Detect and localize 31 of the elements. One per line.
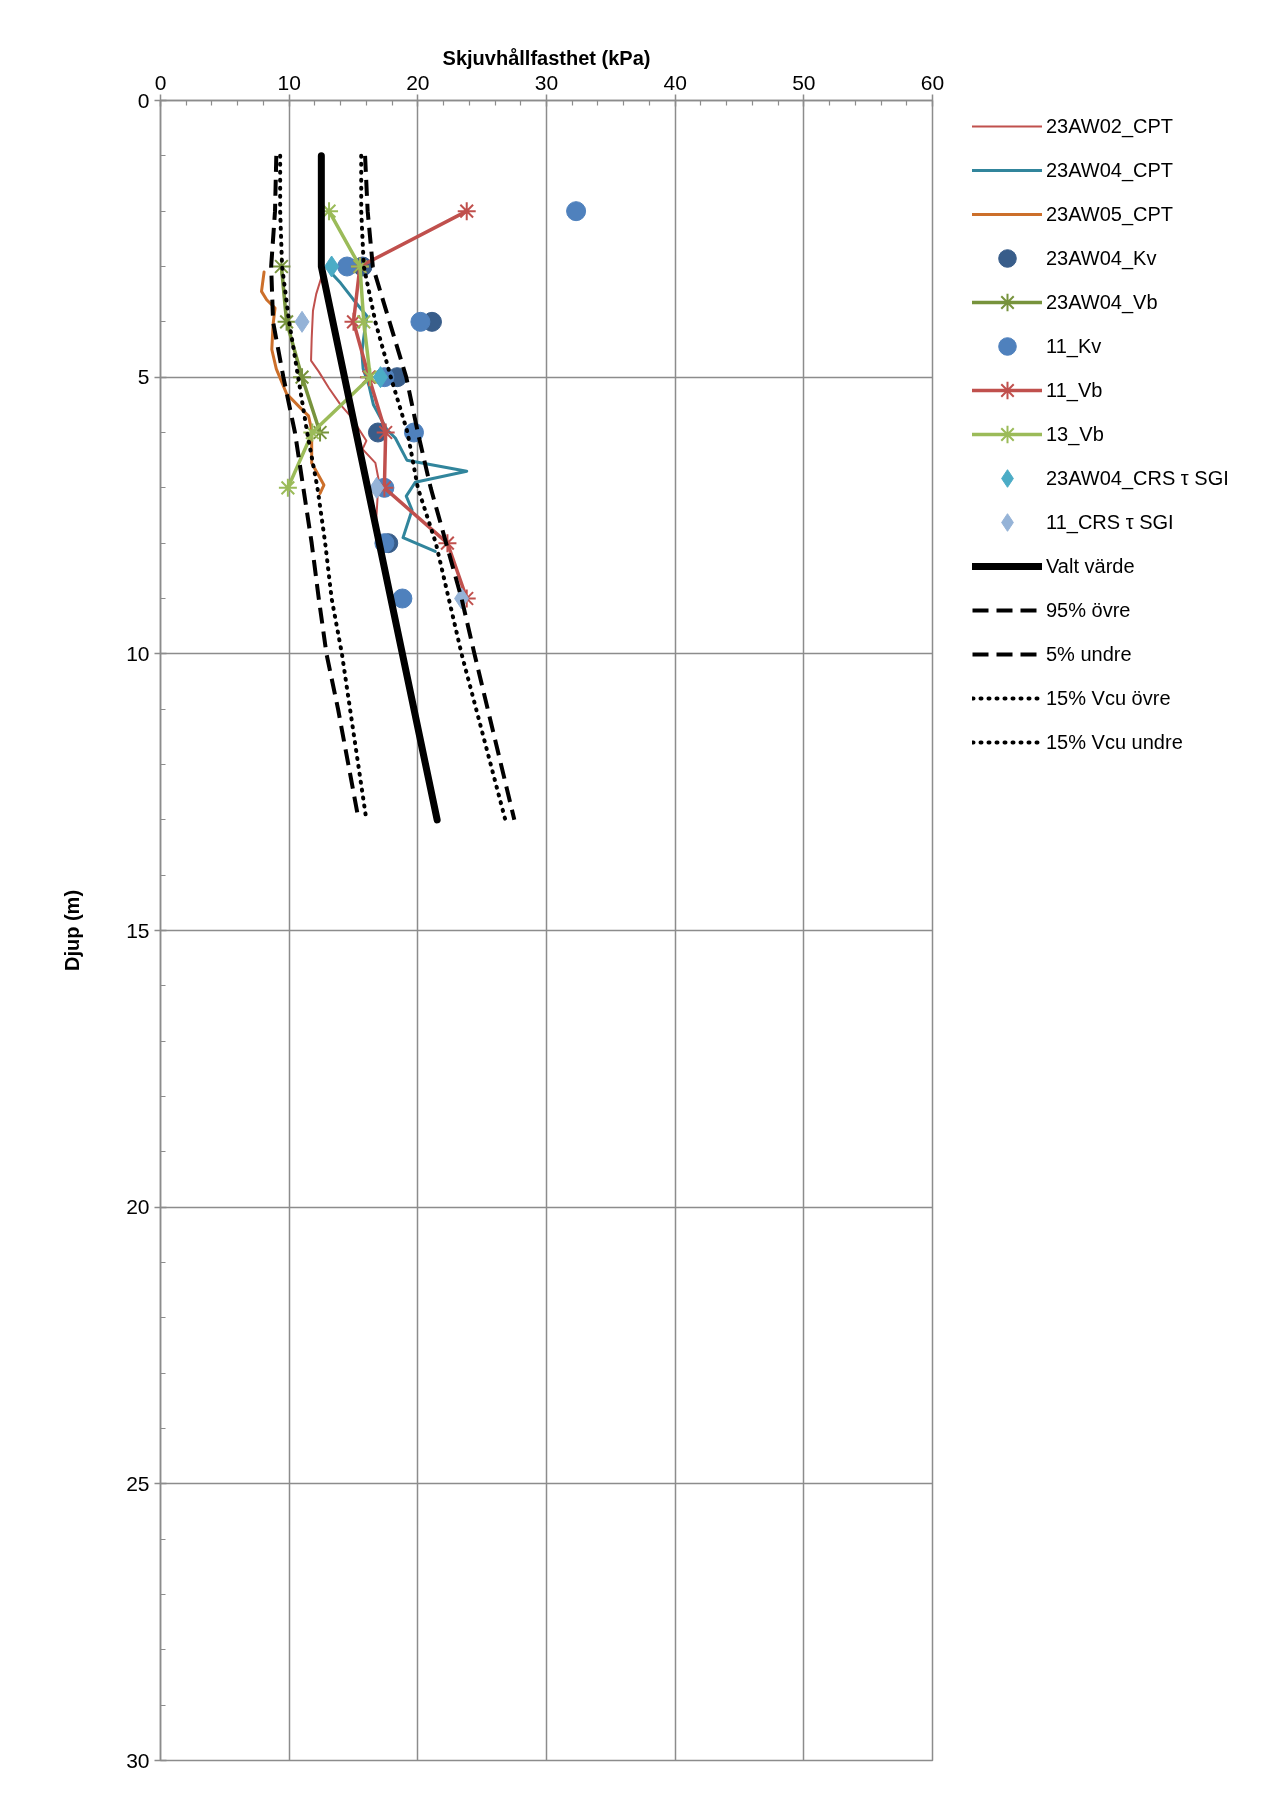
x-tick-label: 10 — [277, 70, 301, 94]
y-tick-label: 10 — [126, 641, 150, 665]
x-tick-label: 60 — [920, 70, 945, 94]
y-tick-label: 5 — [137, 365, 150, 389]
legend-label: 5% undre — [1046, 641, 1132, 667]
x-tick-label: 0 — [154, 70, 167, 94]
legend-label: 13_Vb — [1046, 421, 1104, 448]
y-axis-title: Djup (m) — [61, 889, 84, 972]
x-tick-label: 40 — [663, 70, 687, 94]
y-tick-label: 25 — [126, 1471, 150, 1495]
legend-label: 15% Vcu övre — [1046, 685, 1171, 711]
y-tick-label: 20 — [126, 1195, 150, 1219]
legend-label: 95% övre — [1046, 597, 1131, 623]
legend-label: 11_Kv — [1046, 333, 1102, 360]
legend-label: 23AW04_CRS τ SGI — [1046, 465, 1229, 492]
legend-label: 11_Vb — [1046, 377, 1103, 404]
legend-label: 23AW05_CPT — [1046, 201, 1174, 228]
x-tick-label: 50 — [792, 70, 816, 94]
legend-label: 11_CRS τ SGI — [1046, 509, 1174, 536]
x-tick-label: 30 — [534, 70, 559, 94]
y-tick-label: 15 — [126, 918, 150, 942]
legend-label: 23AW04_CPT — [1046, 157, 1174, 184]
legend-label: Valt värde — [1046, 553, 1135, 579]
x-tick-label: 20 — [406, 70, 430, 94]
legend-label: 23AW04_Kv — [1046, 245, 1157, 272]
y-tick-label: 0 — [137, 88, 150, 112]
y-tick-label: 30 — [126, 1748, 150, 1772]
legend-label: 23AW04_Vb — [1046, 289, 1158, 316]
x-axis-title: Skjuvhållfasthet (kPa) — [442, 46, 651, 69]
legend-label: 23AW02_CPT — [1046, 113, 1174, 140]
legend-label: 15% Vcu undre — [1046, 729, 1183, 755]
